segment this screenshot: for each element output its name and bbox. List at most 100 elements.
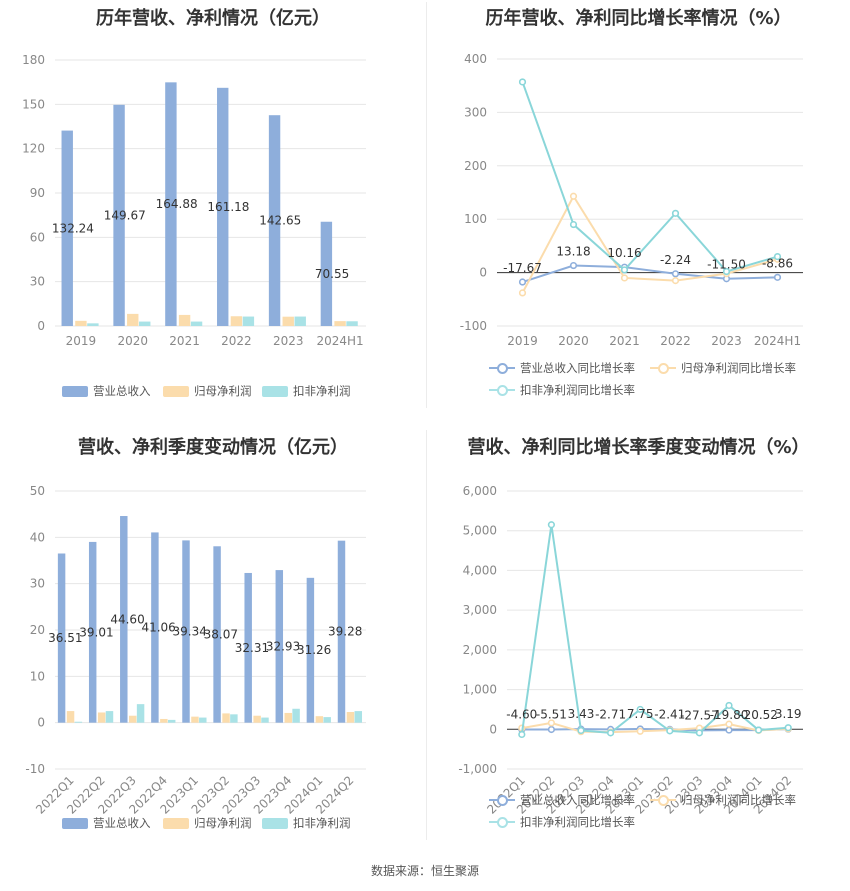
data-label: 3.43	[568, 707, 595, 721]
legend-item-deducted-growth[interactable]: 扣非净利润同比增长率	[489, 814, 635, 830]
legend-item-deducted-profit[interactable]: 扣非净利润	[262, 383, 351, 399]
series-line	[521, 727, 789, 732]
legend-item-parent-growth[interactable]: 归母净利润同比增长率	[650, 360, 796, 376]
bar	[136, 704, 145, 723]
data-point	[518, 730, 526, 739]
data-point	[547, 719, 555, 727]
bar	[61, 130, 73, 326]
chart-title: 营收、净利季度变动情况（亿元）	[78, 437, 348, 458]
data-point	[547, 725, 555, 734]
series-line	[521, 721, 789, 734]
legend-swatch-deducted-growth	[489, 384, 515, 396]
legend-label: 归母净利润同比增长率	[681, 361, 796, 375]
bar	[75, 320, 87, 326]
bar	[66, 711, 75, 723]
data-label: 39.28	[328, 625, 362, 639]
y-tick-label: 10	[30, 669, 45, 683]
bar	[222, 713, 230, 723]
data-label: -27.57	[680, 708, 719, 722]
data-source-note: 数据来源：恒生聚源	[370, 864, 479, 878]
x-tick-label: 2021	[609, 334, 640, 348]
legend-item-deducted-growth[interactable]: 扣非净利润同比增长率	[489, 382, 635, 398]
quarterly-growth-rate-chart: 营收、净利同比增长率季度变动情况（%） -1,000 0 1,000 2,000 3,0…	[427, 425, 850, 845]
data-point	[725, 720, 733, 728]
x-tick-label: 2024H1	[754, 334, 801, 348]
bar	[242, 316, 255, 326]
x-tick-label: 2021	[169, 334, 200, 348]
legend-item-parent-profit[interactable]: 归母净利润	[163, 815, 252, 831]
legend-swatch-deducted-growth	[489, 816, 515, 828]
bar	[284, 712, 292, 723]
bar	[199, 717, 207, 723]
legend-item-revenue[interactable]: 营业总收入	[62, 383, 151, 399]
bar	[320, 221, 333, 326]
legend-item-deducted-profit[interactable]: 扣非净利润	[262, 815, 351, 831]
legend-item-revenue-growth[interactable]: 营业总收入同比增长率	[489, 360, 635, 376]
bar	[213, 546, 221, 723]
series-line	[522, 264, 778, 283]
data-label: 161.18	[207, 200, 249, 214]
data-label: 31.26	[297, 643, 331, 657]
data-point	[607, 729, 615, 737]
x-tick-label: 2022	[221, 334, 252, 348]
data-label: 36.51	[48, 631, 82, 645]
series-line	[520, 524, 789, 735]
data-label: 38.07	[204, 627, 238, 641]
data-label: 32.31	[235, 641, 269, 655]
legend-label: 归母净利润同比增长率	[681, 793, 796, 807]
data-label: 44.60	[110, 612, 144, 626]
bar	[346, 321, 358, 326]
panel-divider-top	[426, 2, 427, 408]
data-label: -8.86	[762, 256, 793, 270]
data-point	[725, 701, 733, 710]
data-point	[636, 705, 644, 714]
bar	[127, 313, 139, 326]
x-tick-label: 2023	[273, 334, 304, 348]
data-point	[569, 192, 578, 200]
y-tick-label: 2,000	[463, 643, 497, 657]
chart-plot: -100 0 100 200 300 400 2019 2020 2021 2022 2023 202…	[460, 52, 803, 348]
y-tick-label: 120	[22, 142, 45, 156]
y-tick-label: 20	[30, 623, 45, 637]
legend-swatch-revenue-growth	[489, 794, 515, 806]
data-point	[671, 209, 680, 217]
chart-plot: -1,00001,0002,0003,0004,0005,0006,000202…	[458, 484, 803, 817]
y-tick-label: 90	[30, 186, 45, 200]
legend-item-revenue-growth[interactable]: 营业总收入同比增长率	[489, 792, 635, 808]
x-tick-label: 2019	[507, 334, 538, 348]
data-point	[755, 726, 763, 734]
quarterly-revenue-profit-chart: 营收、净利季度变动情况（亿元） -10 0 10 20 30 40 50 2022Q1 2022…	[0, 425, 426, 845]
legend-label: 营业总收入同比增长率	[520, 793, 635, 807]
data-point	[518, 278, 527, 286]
legend-item-parent-growth[interactable]: 归母净利润同比增长率	[650, 792, 796, 808]
data-point	[671, 277, 680, 285]
data-label: -17.67	[503, 261, 542, 275]
y-tick-label: 40	[30, 530, 45, 544]
series-line	[521, 194, 778, 294]
data-point	[569, 220, 578, 229]
data-point	[577, 726, 585, 735]
chart-plot: -10010203040502022Q12022Q22022Q32022Q420…	[25, 484, 366, 817]
bar	[97, 712, 106, 723]
y-tick-label: 30	[30, 577, 45, 591]
y-tick-label: 0	[479, 266, 487, 280]
data-label: 39.34	[173, 625, 207, 639]
legend-item-revenue[interactable]: 营业总收入	[62, 815, 151, 831]
bar	[74, 721, 83, 723]
x-tick-label: 2022	[660, 334, 691, 348]
bar	[178, 314, 191, 326]
bar	[167, 719, 176, 723]
bar	[160, 718, 168, 723]
bar	[253, 715, 261, 723]
bar	[346, 712, 355, 723]
bar	[292, 708, 300, 723]
legend-swatch-deducted-profit	[262, 385, 288, 397]
annual-revenue-profit-chart: 历年营收、净利情况（亿元） 0 30 60 90 120 150 180 2019 2020 20…	[0, 0, 426, 410]
legend-label: 扣非净利润	[293, 384, 351, 398]
y-tick-label: 1,000	[463, 683, 497, 697]
legend-item-parent-profit[interactable]: 归母净利润	[163, 383, 252, 399]
y-tick-label: 0	[37, 716, 45, 730]
data-point	[722, 267, 731, 276]
bar	[230, 316, 243, 326]
data-point	[620, 274, 629, 282]
